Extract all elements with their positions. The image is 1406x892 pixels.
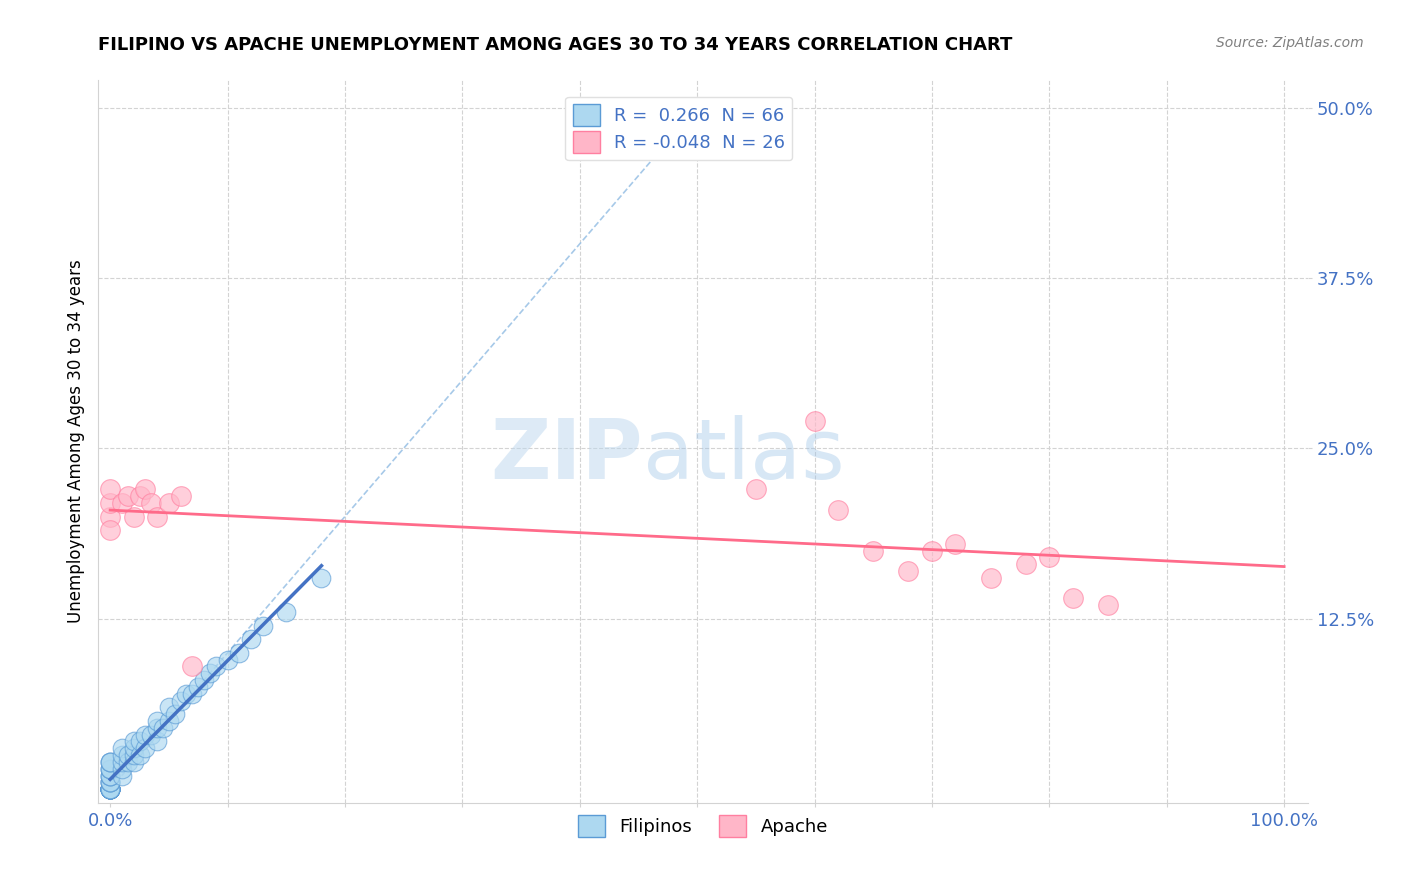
Point	[945, 537, 967, 551]
Point	[827, 502, 849, 516]
Point	[862, 543, 884, 558]
Point	[111, 762, 134, 776]
Point	[181, 687, 204, 701]
Point	[98, 782, 121, 797]
Point	[98, 782, 121, 797]
Point	[98, 782, 121, 797]
Text: Source: ZipAtlas.com: Source: ZipAtlas.com	[1216, 36, 1364, 50]
Point	[146, 721, 169, 735]
Point	[122, 748, 145, 763]
Point	[146, 734, 169, 748]
Point	[98, 755, 121, 769]
Text: atlas: atlas	[643, 416, 844, 497]
Point	[1015, 558, 1038, 572]
Point	[98, 762, 121, 776]
Point	[128, 734, 150, 748]
Point	[803, 414, 825, 428]
Point	[111, 496, 134, 510]
Point	[98, 782, 121, 797]
Point	[141, 728, 163, 742]
Point	[122, 509, 145, 524]
Point	[146, 714, 169, 728]
Point	[181, 659, 204, 673]
Point	[111, 768, 134, 782]
Point	[745, 482, 768, 496]
Legend: Filipinos, Apache: Filipinos, Apache	[571, 808, 835, 845]
Point	[169, 489, 191, 503]
Point	[311, 571, 333, 585]
Text: ZIP: ZIP	[491, 416, 643, 497]
Point	[157, 496, 180, 510]
Point	[169, 693, 191, 707]
Point	[98, 782, 121, 797]
Point	[921, 543, 943, 558]
Point	[134, 741, 156, 756]
Point	[122, 741, 145, 756]
Point	[98, 782, 121, 797]
Point	[122, 734, 145, 748]
Point	[111, 741, 134, 756]
Point	[98, 782, 121, 797]
Point	[98, 782, 121, 797]
Point	[117, 755, 139, 769]
Point	[193, 673, 215, 687]
Point	[240, 632, 263, 647]
Point	[276, 605, 298, 619]
Point	[163, 707, 186, 722]
Point	[111, 748, 134, 763]
Point	[122, 755, 145, 769]
Point	[98, 782, 121, 797]
Point	[117, 748, 139, 763]
Point	[1062, 591, 1084, 606]
Point	[98, 782, 121, 797]
Point	[176, 687, 198, 701]
Point	[98, 496, 121, 510]
Point	[98, 762, 121, 776]
Point	[228, 646, 250, 660]
Point	[98, 782, 121, 797]
Point	[134, 728, 156, 742]
Point	[98, 509, 121, 524]
Point	[98, 782, 121, 797]
Y-axis label: Unemployment Among Ages 30 to 34 years: Unemployment Among Ages 30 to 34 years	[66, 260, 84, 624]
Point	[134, 482, 156, 496]
Point	[98, 775, 121, 789]
Point	[187, 680, 209, 694]
Point	[98, 775, 121, 789]
Point	[98, 782, 121, 797]
Point	[157, 714, 180, 728]
Point	[897, 564, 920, 578]
Point	[1038, 550, 1060, 565]
Point	[157, 700, 180, 714]
Point	[98, 782, 121, 797]
Point	[98, 782, 121, 797]
Point	[117, 489, 139, 503]
Point	[217, 653, 239, 667]
Point	[98, 782, 121, 797]
Point	[98, 782, 121, 797]
Point	[146, 509, 169, 524]
Point	[141, 496, 163, 510]
Point	[98, 768, 121, 782]
Point	[152, 721, 174, 735]
Text: FILIPINO VS APACHE UNEMPLOYMENT AMONG AGES 30 TO 34 YEARS CORRELATION CHART: FILIPINO VS APACHE UNEMPLOYMENT AMONG AG…	[98, 36, 1012, 54]
Point	[198, 666, 221, 681]
Point	[252, 618, 274, 632]
Point	[98, 755, 121, 769]
Point	[111, 755, 134, 769]
Point	[98, 755, 121, 769]
Point	[98, 762, 121, 776]
Point	[98, 775, 121, 789]
Point	[98, 523, 121, 537]
Point	[1097, 598, 1119, 612]
Point	[980, 571, 1002, 585]
Point	[204, 659, 226, 673]
Point	[98, 768, 121, 782]
Point	[128, 748, 150, 763]
Point	[98, 768, 121, 782]
Point	[98, 482, 121, 496]
Point	[128, 489, 150, 503]
Point	[98, 775, 121, 789]
